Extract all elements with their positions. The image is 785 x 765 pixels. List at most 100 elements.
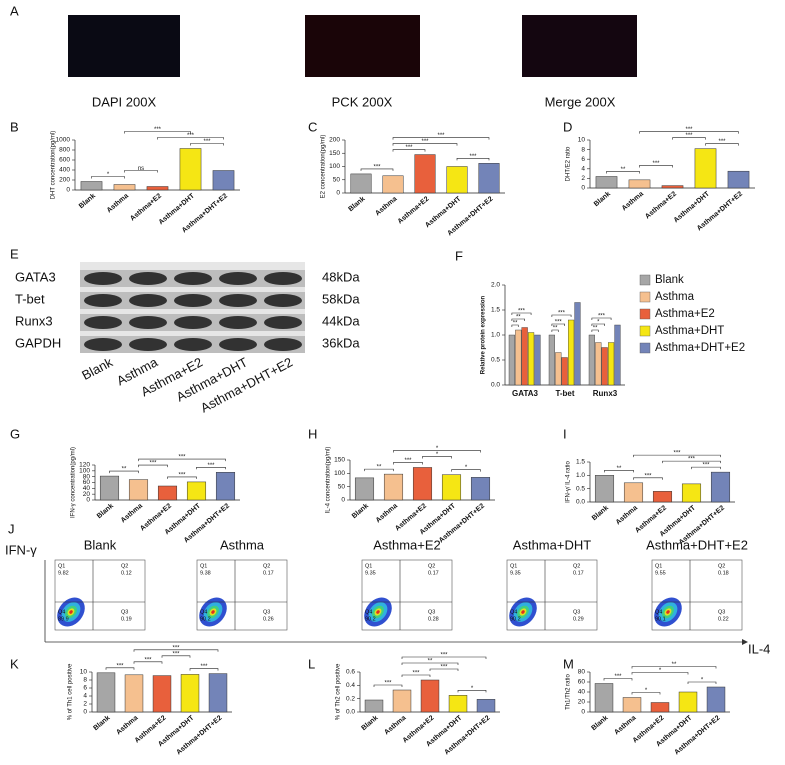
sig-label: *** (688, 457, 696, 463)
sig-bracket (392, 149, 426, 152)
panel-letter: B (10, 119, 19, 134)
bar (215, 472, 236, 501)
y-tick-label: 1000 (56, 137, 71, 144)
x-tick-label: Asthma (621, 191, 645, 213)
y-tick-label: 0.6 (346, 669, 355, 676)
quadrant-name: Q2 (573, 563, 580, 569)
y-tick-label: 8 (581, 146, 585, 153)
y-tick-label: 0 (66, 187, 70, 194)
quadrant-name: Q2 (263, 563, 270, 569)
sig-label: *** (405, 145, 413, 151)
image-label: PCK 200X (332, 94, 393, 109)
band (174, 272, 212, 285)
sig-label: ** (377, 465, 382, 471)
quadrant-name: Q1 (58, 563, 65, 569)
bar (180, 674, 200, 713)
sig-label: *** (440, 653, 448, 659)
quadrant-name: Q3 (263, 609, 270, 615)
x-tick-label: Blank (96, 503, 115, 521)
y-tick-label: 4 (581, 166, 585, 173)
y-tick-label: 0.5 (576, 485, 585, 492)
bar (470, 477, 491, 501)
bar (528, 332, 535, 386)
sig-label: *** (469, 154, 477, 160)
y-tick-label: 80 (83, 473, 91, 480)
sig-label: *** (644, 473, 652, 479)
y-tick-label: 50 (333, 176, 341, 183)
sig-bracket (551, 314, 572, 317)
band (84, 316, 122, 329)
sig-label: ** (428, 659, 433, 665)
sig-label: *** (373, 164, 381, 170)
y-tick-label: 40 (83, 485, 91, 492)
band (219, 338, 257, 351)
sig-bracket (401, 662, 459, 665)
bar (441, 474, 462, 501)
quadrant-value: 0.19 (121, 616, 132, 622)
y-tick-label: 0.2 (346, 695, 355, 702)
band (264, 338, 302, 351)
bar (124, 674, 144, 713)
y-tick-label: 0.4 (346, 682, 355, 689)
y-tick-label: 200 (59, 177, 70, 184)
bar (601, 347, 608, 386)
band (219, 294, 257, 307)
band (264, 294, 302, 307)
bar (652, 491, 673, 503)
density (521, 610, 525, 614)
y-tick-label: 1.5 (491, 307, 500, 314)
bar (515, 329, 522, 386)
legend-label: Asthma (655, 291, 695, 303)
plot-title: Blank (84, 537, 117, 552)
sig-bracket (138, 464, 168, 468)
lane-label: Blank (79, 354, 115, 383)
bar (99, 475, 120, 501)
bar (152, 675, 172, 713)
bar (420, 679, 440, 713)
legend-swatch (639, 308, 651, 320)
plot-title: Asthma+DHT (513, 537, 591, 552)
plot-title: Asthma (220, 537, 265, 552)
sig-bracket (639, 165, 673, 168)
sig-label: ** (621, 167, 626, 173)
sig-label: ** (617, 466, 622, 472)
sig-label: *** (144, 657, 152, 663)
sig-label: *** (200, 664, 208, 670)
quadrant-name: Q3 (121, 609, 128, 615)
quadrant-value: 9.82 (58, 570, 69, 576)
bar (179, 148, 202, 191)
bar (594, 475, 615, 503)
bar (727, 170, 750, 189)
y-tick-label: 1.5 (576, 459, 585, 466)
sig-label: *** (652, 161, 660, 167)
y-axis-label: DHT/E2 ratio (566, 146, 572, 181)
dapi-image (68, 15, 180, 77)
image-label: DAPI 200X (92, 94, 157, 109)
size-label: 36kDa (322, 335, 360, 350)
sig-bracket (662, 460, 721, 464)
panel-letter: E (10, 246, 19, 261)
sig-label: * (436, 446, 439, 452)
quadrant-value: 90.2 (510, 616, 521, 622)
quadrant-value: 0.18 (718, 570, 729, 576)
band (264, 316, 302, 329)
sig-bracket (691, 466, 721, 470)
plot-title: Asthma+E2 (373, 537, 441, 552)
quadrant-name: Q1 (200, 563, 207, 569)
y-tick-label: 80 (578, 669, 586, 676)
bar (446, 166, 468, 194)
sig-bracket (456, 158, 490, 161)
y-tick-label: 8 (83, 677, 87, 684)
bar (414, 154, 436, 194)
sig-label: *** (207, 463, 215, 469)
y-tick-label: 1.0 (576, 472, 585, 479)
quadrant-value: 9.35 (365, 570, 376, 576)
x-tick-label: Asthma (613, 715, 637, 737)
size-label: 44kDa (322, 313, 360, 328)
sig-label: *** (149, 461, 157, 467)
protein-label: GAPDH (15, 335, 61, 350)
sig-bracket (393, 462, 423, 465)
sig-bracket (133, 649, 219, 652)
panel-letter: F (455, 248, 463, 263)
quadrant-name: Q4 (510, 609, 517, 615)
